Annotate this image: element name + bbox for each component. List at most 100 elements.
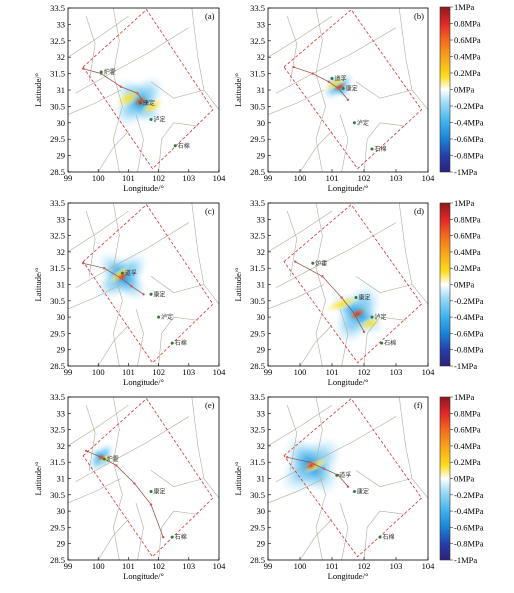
fault-line (158, 122, 198, 172)
x-tick-label: 103 (390, 367, 403, 377)
site-label: 石棉 (375, 145, 387, 153)
colorbar-label: 0MPa (454, 280, 475, 290)
y-axis-title: Latitude/° (33, 73, 43, 107)
site-marker (352, 490, 356, 494)
site-label: 道孚 (335, 75, 347, 83)
colorbar-label: -0.2MPa (454, 296, 484, 306)
fault-line (268, 478, 325, 504)
colorbar-1-bar (439, 6, 451, 173)
fault-line (268, 15, 333, 58)
x-tick-label: 102 (358, 173, 371, 183)
colorbar-label: -0.6MPa (454, 522, 484, 532)
x-tick-label: 102 (358, 367, 371, 377)
y-tick-label: 33 (257, 19, 266, 29)
fault-line (398, 203, 428, 305)
panel-label: (a) (205, 11, 215, 21)
colorbar-label: -0.2MPa (454, 101, 484, 111)
y-tick-label: 33.5 (250, 3, 265, 13)
epicenter-marker (294, 260, 297, 263)
colorbar-label: 0.2MPa (454, 263, 481, 273)
site-marker (378, 535, 382, 539)
model-domain (82, 398, 214, 558)
y-tick-label: 28.5 (250, 361, 265, 371)
colorbar-label: -0.8MPa (454, 345, 484, 355)
x-tick-label: 102 (152, 173, 165, 183)
epicenter-marker (286, 456, 289, 459)
site-marker (341, 86, 345, 90)
y-tick-label: 32.5 (50, 231, 65, 241)
site-marker (311, 261, 315, 265)
stress-lobe (322, 75, 348, 92)
colorbar-label: -1MPa (454, 167, 477, 177)
fault-line (339, 502, 349, 560)
colorbar-1-labels: 1MPa 0.8MPa 0.6MPa 0.4MPa 0.2MPa 0MPa -0.2MPa -… (450, 2, 484, 177)
x-tick-label: 104 (213, 367, 227, 377)
y-tick-label: 32.5 (250, 425, 265, 435)
x-tick-label: 103 (182, 561, 195, 571)
x-tick-label: 100 (294, 561, 307, 571)
colorbar-label: 0.8MPa (454, 19, 481, 29)
colorbar-3-labels: 1MPa 0.8MPa 0.6MPa 0.4MPa 0.2MPa 0MPa -0.2MPa -… (450, 392, 484, 565)
x-tick-label: 100 (92, 173, 105, 183)
x-tick-label: 101 (122, 173, 135, 183)
stress-lobe (140, 97, 165, 116)
site-label: 康定 (359, 294, 371, 302)
y-tick-label: 29 (257, 151, 266, 161)
epicenter-marker (321, 275, 324, 278)
fault-line (68, 89, 121, 115)
colorbar-label: -0.8MPa (454, 151, 484, 161)
epicenter-marker (133, 482, 136, 485)
epicenter-marker (119, 85, 123, 88)
y-axis-title: Latitude/° (33, 267, 43, 301)
x-axis-title: Longitude/° (328, 571, 369, 581)
fault-line (191, 203, 219, 305)
site-label: 炉霍 (107, 455, 119, 463)
site-marker (354, 296, 358, 300)
colorbar-2: 1MPa 0.8MPa 0.6MPa 0.4MPa 0.2MPa 0MPa -0.2MPa -… (439, 198, 484, 371)
epicenter-marker (322, 467, 326, 470)
y-axis-title: Latitude/° (233, 461, 243, 495)
x-tick-label: 104 (422, 367, 436, 377)
y-tick-label: 32 (57, 52, 66, 62)
y-tick-label: 28.5 (250, 167, 265, 177)
y-tick-label: 29.5 (50, 522, 65, 532)
fault-line (268, 284, 325, 310)
fault-line (97, 130, 129, 172)
x-tick-label: 104 (422, 561, 436, 571)
site-label: 泸定 (357, 119, 369, 127)
site-label: 泸定 (154, 116, 166, 124)
fault-line (85, 211, 96, 277)
epicenter-marker (327, 80, 330, 84)
colorbar-label: 0.2MPa (454, 68, 481, 78)
colorbar-label: -0.2MPa (454, 490, 484, 500)
fault-line (68, 284, 121, 310)
x-axis-title: Longitude/° (123, 183, 164, 193)
y-tick-label: 28.5 (250, 555, 265, 565)
site-label: 石棉 (175, 533, 187, 541)
site-marker (120, 271, 124, 275)
fault-line (355, 276, 413, 293)
x-tick-label: 99 (64, 173, 73, 183)
y-tick-label: 30.5 (50, 296, 65, 306)
x-tick-label: 99 (64, 367, 73, 377)
y-tick-label: 31.5 (50, 69, 65, 79)
y-tick-label: 29 (57, 151, 66, 161)
site-marker (380, 341, 384, 345)
stress-field (321, 73, 356, 101)
x-tick-label: 99 (264, 561, 273, 571)
epicenter-marker (100, 456, 103, 459)
fault-line (68, 15, 129, 58)
colorbar-label: 0.2MPa (454, 457, 481, 467)
panel-label: (b) (414, 11, 424, 21)
y-tick-label: 32 (57, 441, 66, 451)
epicenter-marker (340, 296, 343, 299)
y-tick-label: 31.5 (50, 263, 65, 273)
y-tick-label: 29 (57, 539, 66, 549)
y-tick-label: 29.5 (250, 134, 265, 144)
site-label: 石棉 (178, 142, 190, 150)
site-marker (102, 457, 106, 461)
site-marker (335, 473, 339, 477)
stress-lobe (133, 95, 148, 108)
stress-lobe (348, 307, 367, 321)
